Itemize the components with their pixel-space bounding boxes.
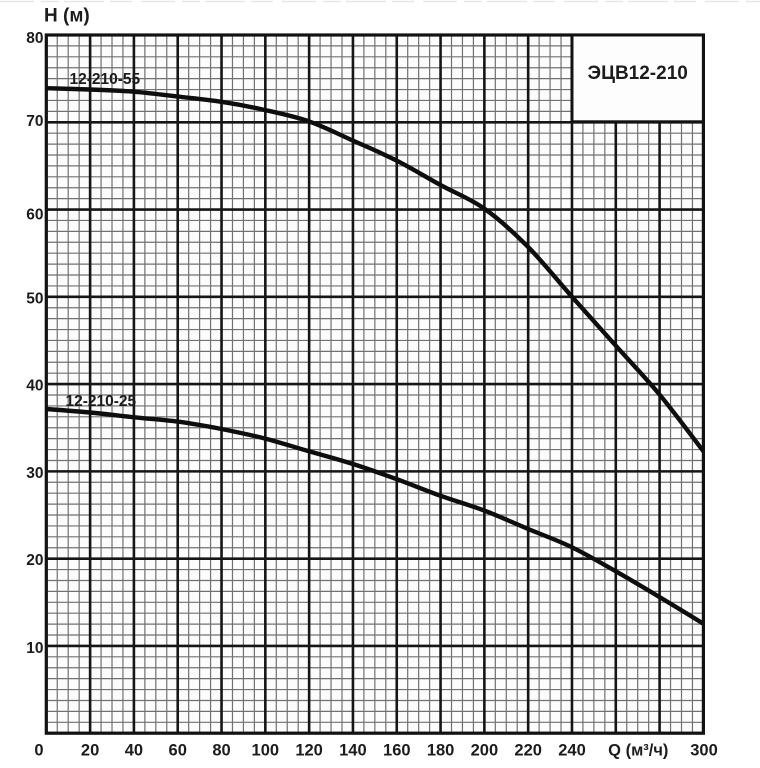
svg-text:60: 60 [26, 207, 43, 224]
svg-text:140: 140 [339, 742, 367, 760]
svg-text:20: 20 [26, 552, 43, 569]
svg-text:40: 40 [26, 378, 43, 395]
svg-text:ЭЦВ12-210: ЭЦВ12-210 [588, 63, 688, 84]
svg-text:240: 240 [558, 742, 586, 760]
svg-text:0: 0 [34, 742, 43, 760]
svg-text:60: 60 [169, 742, 187, 760]
svg-text:30: 30 [26, 465, 43, 482]
svg-text:180: 180 [427, 742, 455, 760]
svg-text:10: 10 [26, 640, 43, 657]
svg-text:80: 80 [26, 30, 43, 47]
svg-text:220: 220 [514, 742, 542, 760]
svg-text:120: 120 [295, 742, 323, 760]
svg-text:160: 160 [383, 742, 411, 760]
svg-text:12-210-55: 12-210-55 [70, 71, 141, 88]
svg-text:12-210-25: 12-210-25 [66, 393, 137, 410]
svg-text:100: 100 [252, 742, 280, 760]
svg-text:300: 300 [690, 742, 718, 760]
svg-text:Q (м³/ч): Q (м³/ч) [608, 742, 668, 760]
svg-text:Н (м): Н (м) [44, 5, 90, 26]
svg-text:70: 70 [26, 113, 43, 130]
svg-text:200: 200 [471, 742, 499, 760]
svg-text:20: 20 [81, 742, 99, 760]
svg-text:50: 50 [26, 291, 43, 308]
svg-text:40: 40 [125, 742, 143, 760]
svg-text:80: 80 [212, 742, 230, 760]
